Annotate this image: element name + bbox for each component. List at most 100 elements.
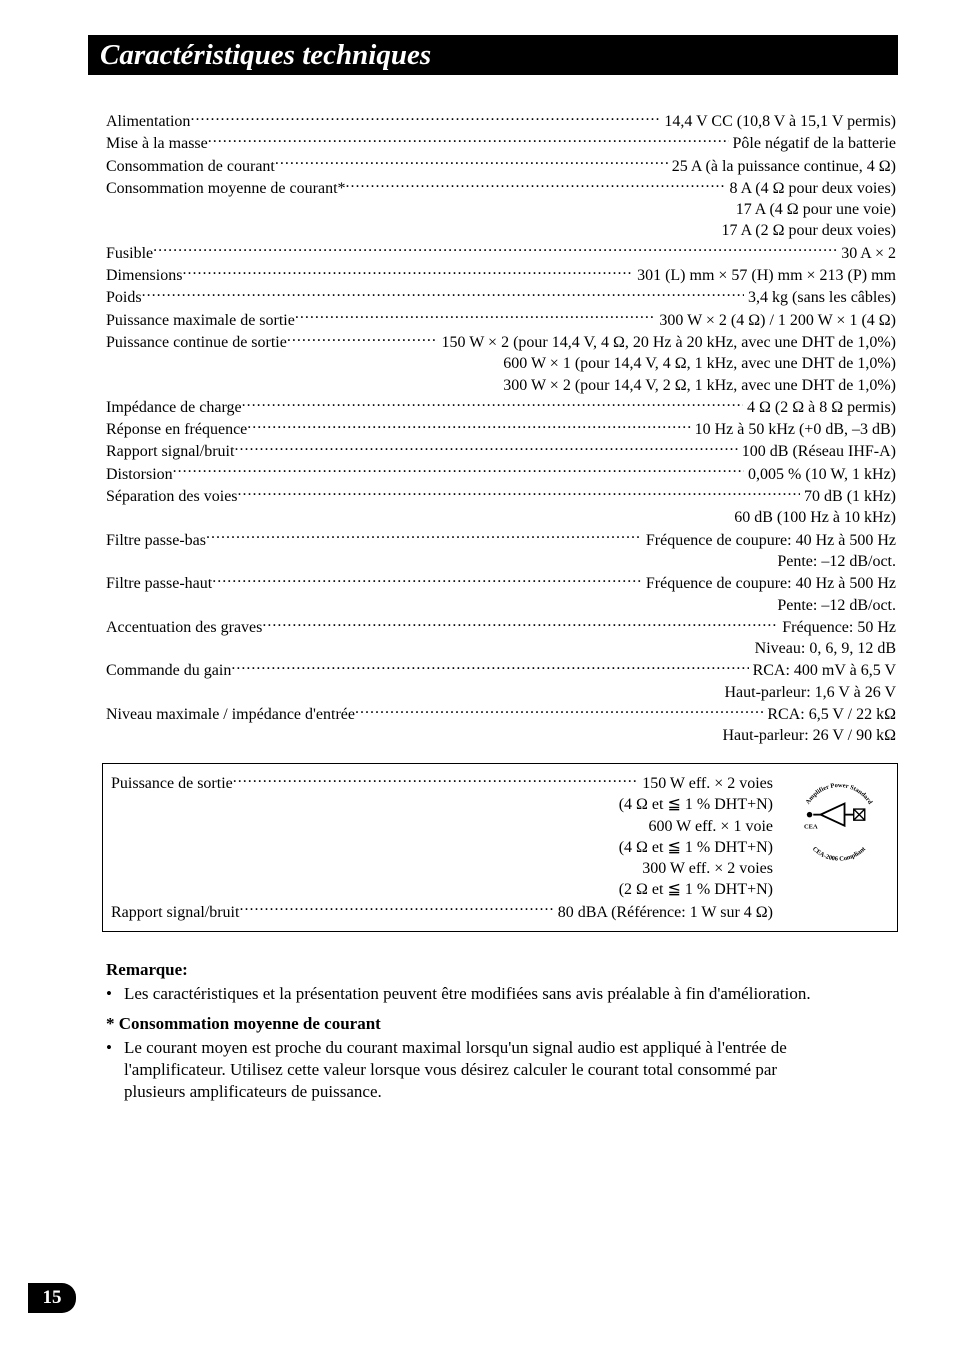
page-title: Caractéristiques techniques — [88, 35, 898, 75]
spec-label: Niveau maximale / impédance d'entrée — [106, 704, 355, 725]
notes-subheading: * Consommation moyenne de courant — [106, 1013, 826, 1035]
spec-row: Dimensions 301 (L) mm × 57 (H) mm × 213 … — [106, 264, 896, 286]
spec-row: Filtre passe-bas Fréquence de coupure: 4… — [106, 529, 896, 551]
spec-row: Filtre passe-haut Fréquence de coupure: … — [106, 572, 896, 594]
leader-dots — [208, 132, 729, 148]
cea-box-content: Puissance de sortie 150 W eff. × 2 voies… — [111, 772, 773, 923]
svg-text:CEA-2006 Compliant: CEA-2006 Compliant — [811, 845, 868, 863]
leader-dots — [173, 463, 744, 479]
box-continuation: 300 W eff. × 2 voies — [111, 858, 773, 879]
spec-row: Poids 3,4 kg (sans les câbles) — [106, 286, 896, 308]
leader-dots — [190, 110, 660, 126]
spec-label: Impédance de charge — [106, 397, 242, 418]
spec-label: Filtre passe-bas — [106, 530, 206, 551]
leader-dots — [262, 616, 778, 632]
leader-dots — [242, 396, 743, 412]
badge-cea-label: CEA — [804, 823, 818, 830]
box-continuation: (4 Ω et ≦ 1 % DHT+N) — [111, 837, 773, 858]
spec-value: 100 dB (Réseau IHF-A) — [738, 441, 896, 462]
leader-dots — [355, 703, 763, 719]
spec-row: Commande du gain RCA: 400 mV à 6,5 V — [106, 659, 896, 681]
spec-label: Séparation des voies — [106, 486, 238, 507]
box-label: Rapport signal/bruit — [111, 902, 239, 923]
spec-value: 300 W × 2 (4 Ω) / 1 200 W × 1 (4 Ω) — [655, 310, 896, 331]
leader-dots — [295, 309, 656, 325]
spec-label: Fusible — [106, 243, 153, 264]
spec-label: Dimensions — [106, 265, 182, 286]
spec-continuation: 17 A (4 Ω pour une voie) — [106, 199, 896, 220]
spec-label: Poids — [106, 287, 142, 308]
notes-section: Remarque: • Les caractéristiques et la p… — [106, 959, 826, 1103]
badge-top-text: Amplifier Power Standard — [804, 782, 873, 806]
leader-dots — [247, 418, 690, 434]
leader-dots — [153, 242, 837, 258]
spec-row: Alimentation 14,4 V CC (10,8 V à 15,1 V … — [106, 110, 896, 132]
notes-heading: Remarque: — [106, 959, 826, 981]
leader-dots — [238, 485, 800, 501]
spec-continuation: 60 dB (100 Hz à 10 kHz) — [106, 507, 896, 528]
spec-row: Séparation des voies 70 dB (1 kHz) — [106, 485, 896, 507]
badge-bottom-text: CEA-2006 Compliant — [811, 845, 868, 863]
notes-text: Les caractéristiques et la présentation … — [124, 983, 826, 1005]
leader-dots — [206, 529, 642, 545]
spec-value: 8 A (4 Ω pour deux voies) — [725, 178, 896, 199]
spec-continuation: Pente: –12 dB/oct. — [106, 551, 896, 572]
cea-badge: Amplifier Power Standard CEA-2006 Compli… — [793, 776, 885, 923]
spec-continuation: Pente: –12 dB/oct. — [106, 595, 896, 616]
bullet-dot: • — [106, 983, 124, 1005]
spec-label: Filtre passe-haut — [106, 573, 212, 594]
spec-label: Consommation moyenne de courant* — [106, 178, 346, 199]
spec-row: Réponse en fréquence 10 Hz à 50 kHz (+0 … — [106, 418, 896, 440]
leader-dots — [212, 572, 642, 588]
leader-dots — [233, 772, 638, 788]
spec-row: Impédance de charge 4 Ω (2 Ω à 8 Ω permi… — [106, 396, 896, 418]
spec-value: 30 A × 2 — [837, 243, 896, 264]
spec-continuation: Haut-parleur: 1,6 V à 26 V — [106, 682, 896, 703]
spec-continuation: Niveau: 0, 6, 9, 12 dB — [106, 638, 896, 659]
spec-label: Distorsion — [106, 464, 173, 485]
spec-row: Fusible 30 A × 2 — [106, 242, 896, 264]
spec-row: Consommation de courant 25 A (à la puiss… — [106, 155, 896, 177]
spec-value: Pôle négatif de la batterie — [729, 133, 896, 154]
box-row: Puissance de sortie 150 W eff. × 2 voies — [111, 772, 773, 794]
box-continuation: 600 W eff. × 1 voie — [111, 816, 773, 837]
spec-value: 25 A (à la puissance continue, 4 Ω) — [668, 156, 896, 177]
box-value: 150 W eff. × 2 voies — [638, 773, 773, 794]
spec-row: Distorsion 0,005 % (10 W, 1 kHz) — [106, 463, 896, 485]
leader-dots — [275, 155, 668, 171]
spec-row: Mise à la masse Pôle négatif de la batte… — [106, 132, 896, 154]
spec-value: Fréquence de coupure: 40 Hz à 500 Hz — [642, 530, 896, 551]
spec-row: Rapport signal/bruit 100 dB (Réseau IHF-… — [106, 440, 896, 462]
spec-value: 150 W × 2 (pour 14,4 V, 4 Ω, 20 Hz à 20 … — [438, 332, 896, 353]
leader-dots — [346, 177, 726, 193]
spec-value: 0,005 % (10 W, 1 kHz) — [744, 464, 896, 485]
leader-dots — [182, 264, 633, 280]
spec-label: Commande du gain — [106, 660, 231, 681]
spec-label: Mise à la masse — [106, 133, 208, 154]
spec-list: Alimentation 14,4 V CC (10,8 V à 15,1 V … — [106, 110, 896, 747]
leader-dots — [142, 286, 744, 302]
leader-dots — [239, 901, 553, 917]
notes-bullet: • Le courant moyen est proche du courant… — [106, 1037, 826, 1103]
bullet-dot: • — [106, 1037, 124, 1103]
spec-continuation: 300 W × 2 (pour 14,4 V, 2 Ω, 1 kHz, avec… — [106, 375, 896, 396]
spec-value: Fréquence de coupure: 40 Hz à 500 Hz — [642, 573, 896, 594]
notes-text: Le courant moyen est proche du courant m… — [124, 1037, 826, 1103]
spec-value: RCA: 400 mV à 6,5 V — [749, 660, 896, 681]
spec-value: 3,4 kg (sans les câbles) — [744, 287, 896, 308]
spec-label: Consommation de courant — [106, 156, 275, 177]
spec-value: 4 Ω (2 Ω à 8 Ω permis) — [743, 397, 896, 418]
spec-continuation: 17 A (2 Ω pour deux voies) — [106, 220, 896, 241]
svg-text:Amplifier Power Standard: Amplifier Power Standard — [804, 782, 873, 806]
spec-label: Puissance continue de sortie — [106, 332, 287, 353]
spec-row: Puissance continue de sortie 150 W × 2 (… — [106, 331, 896, 353]
leader-dots — [231, 659, 748, 675]
leader-dots — [234, 440, 737, 456]
spec-value: 301 (L) mm × 57 (H) mm × 213 (P) mm — [633, 265, 896, 286]
spec-row: Accentuation des graves Fréquence: 50 Hz — [106, 616, 896, 638]
box-row: Rapport signal/bruit 80 dBA (Référence: … — [111, 901, 773, 923]
spec-value: 70 dB (1 kHz) — [800, 486, 896, 507]
spec-label: Puissance maximale de sortie — [106, 310, 295, 331]
spec-label: Rapport signal/bruit — [106, 441, 234, 462]
spec-continuation: Haut-parleur: 26 V / 90 kΩ — [106, 725, 896, 746]
